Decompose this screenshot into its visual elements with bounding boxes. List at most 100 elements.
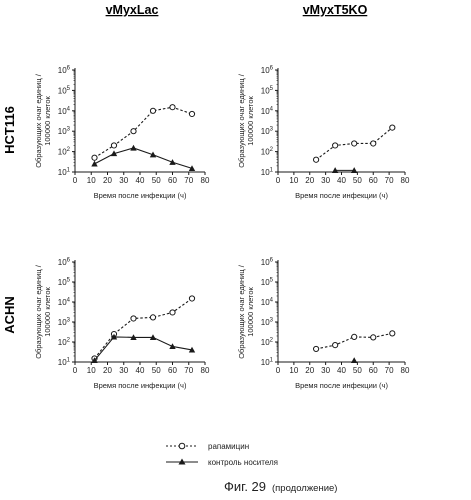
x-tick-label: 10 (87, 366, 96, 375)
y-tick-label: 105 (58, 278, 71, 288)
x-tick-label: 30 (321, 366, 330, 375)
y-tick-label: 101 (58, 168, 71, 178)
data-point-circle (188, 110, 196, 118)
data-point-triangle (91, 160, 98, 167)
data-point-circle (169, 104, 176, 111)
y-tick-label: 101 (261, 358, 274, 368)
y-tick-label: 106 (58, 66, 71, 76)
y-tick-label: 103 (58, 318, 71, 328)
y-axis-label: Образующих очаг единиц /100000 клеток (34, 264, 52, 358)
x-tick-label: 50 (152, 176, 161, 185)
x-tick-label: 50 (152, 366, 161, 375)
y-tick-label: 102 (261, 338, 274, 348)
legend-label-vehicle: контроль носителя (208, 458, 278, 467)
caption-sub: (продолжение) (272, 483, 337, 494)
y-tick-label: 102 (58, 147, 71, 157)
x-tick-label: 30 (119, 366, 128, 375)
data-point-triangle (149, 151, 157, 158)
y-tick-label: 106 (58, 258, 71, 268)
x-tick-label: 0 (73, 176, 78, 185)
y-tick-label: 106 (261, 66, 274, 76)
data-point-triangle (110, 150, 118, 157)
x-tick-label: 20 (103, 366, 112, 375)
data-point-triangle (351, 167, 358, 173)
y-tick-label: 104 (58, 298, 71, 308)
chart-panel-2: 101 102 103 104 105 106 0 10 20 30 40 50 60 70 80 Время… (237, 66, 410, 201)
y-tick-label: 104 (261, 106, 274, 116)
x-tick-label: 70 (385, 366, 394, 375)
caption-main: Фиг. 29 (224, 479, 266, 494)
x-tick-label: 40 (136, 366, 145, 375)
data-point-circle (149, 314, 157, 321)
data-point-circle (313, 156, 320, 163)
data-point-circle (389, 124, 396, 131)
x-tick-label: 80 (401, 366, 410, 375)
y-tick-label: 102 (261, 147, 274, 157)
x-axis-label: Время после инфекции (ч) (94, 381, 187, 390)
data-point-circle (313, 345, 320, 353)
data-point-circle (370, 140, 377, 147)
series-line-triangle (94, 336, 193, 361)
y-axis-label: Образующих очаг единиц /100000 клеток (237, 264, 255, 358)
legend-marker-triangle (178, 458, 186, 465)
x-tick-label: 10 (87, 176, 96, 185)
x-tick-label: 20 (103, 176, 112, 185)
x-tick-label: 60 (168, 366, 177, 375)
x-tick-label: 70 (385, 176, 394, 185)
data-point-triangle (188, 165, 196, 172)
x-axis-label: Время после инфекции (ч) (94, 191, 187, 200)
y-axis-label: Образующих очаг единиц /100000 клеток (237, 73, 255, 167)
chart-panel-3: 101 102 103 104 105 106 0 10 20 30 40 50 60 70 80 Время… (34, 258, 210, 391)
data-point-circle (130, 315, 137, 322)
data-point-circle (351, 140, 358, 147)
legend: рапамицин контроль носителя (166, 442, 278, 467)
x-tick-label: 40 (337, 366, 346, 375)
y-tick-label: 105 (58, 86, 71, 96)
x-tick-label: 50 (353, 176, 362, 185)
x-tick-label: 30 (321, 176, 330, 185)
x-tick-label: 80 (401, 176, 410, 185)
data-point-circle (351, 333, 358, 340)
y-tick-label: 105 (261, 278, 274, 288)
x-tick-label: 0 (73, 366, 78, 375)
x-tick-label: 70 (184, 366, 193, 375)
x-tick-label: 80 (201, 366, 210, 375)
y-tick-label: 104 (58, 106, 71, 116)
legend-marker-circle (178, 442, 186, 450)
data-point-triangle (91, 357, 98, 364)
data-point-triangle (149, 334, 157, 340)
data-point-circle (332, 142, 339, 149)
column-title-2: vMyxT5KO (303, 3, 368, 17)
y-tick-label: 103 (261, 127, 274, 137)
data-point-circle (149, 107, 157, 114)
data-point-circle (389, 330, 396, 337)
x-axis-label: Время после инфекции (ч) (295, 191, 388, 200)
data-point-triangle (169, 159, 176, 165)
x-tick-label: 60 (168, 176, 177, 185)
x-tick-label: 60 (369, 176, 378, 185)
x-tick-label: 0 (276, 366, 281, 375)
data-point-circle (332, 341, 339, 349)
x-tick-label: 0 (276, 176, 281, 185)
x-axis-label: Время после инфекции (ч) (295, 381, 388, 390)
data-point-triangle (130, 144, 137, 151)
data-point-circle (169, 309, 176, 316)
row-title-1: HCT116 (2, 106, 17, 154)
x-tick-label: 20 (305, 366, 314, 375)
chart-panel-4: 101 102 103 104 105 106 0 10 20 30 40 50 60 70 80 Время… (237, 258, 410, 391)
x-tick-label: 40 (136, 176, 145, 185)
row-title-2: ACHN (2, 296, 17, 334)
x-tick-label: 20 (305, 176, 314, 185)
data-point-triangle (331, 167, 339, 173)
x-tick-label: 10 (289, 366, 298, 375)
legend-label-rapamycin: рапамицин (208, 442, 249, 451)
data-point-circle (188, 295, 196, 302)
chart-panel-1: 101 102 103 104 105 106 0 10 20 30 40 50 60 70 80 Время… (34, 66, 210, 201)
y-tick-label: 106 (261, 258, 274, 268)
series-line-triangle (94, 147, 193, 169)
x-tick-label: 50 (353, 366, 362, 375)
data-point-triangle (110, 333, 118, 340)
x-tick-label: 70 (184, 176, 193, 185)
